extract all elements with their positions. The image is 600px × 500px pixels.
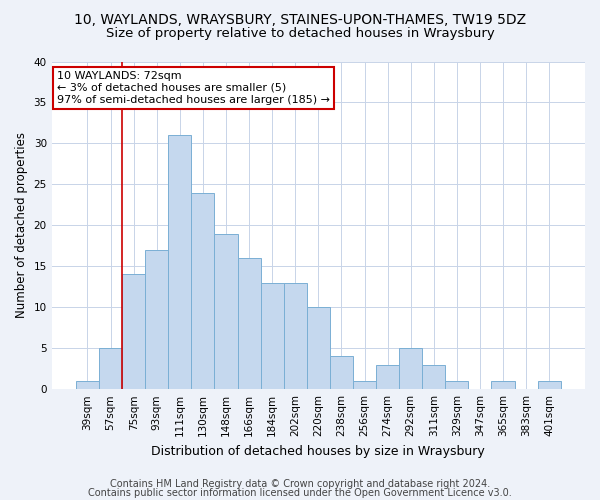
Bar — [445, 381, 469, 389]
X-axis label: Distribution of detached houses by size in Wraysbury: Distribution of detached houses by size … — [151, 444, 485, 458]
Bar — [399, 348, 422, 389]
Bar — [238, 258, 260, 389]
Bar — [191, 192, 214, 389]
Bar — [122, 274, 145, 389]
Bar — [353, 381, 376, 389]
Bar — [330, 356, 353, 389]
Y-axis label: Number of detached properties: Number of detached properties — [15, 132, 28, 318]
Bar — [376, 364, 399, 389]
Text: 10 WAYLANDS: 72sqm
← 3% of detached houses are smaller (5)
97% of semi-detached : 10 WAYLANDS: 72sqm ← 3% of detached hous… — [57, 72, 330, 104]
Text: Contains public sector information licensed under the Open Government Licence v3: Contains public sector information licen… — [88, 488, 512, 498]
Text: Size of property relative to detached houses in Wraysbury: Size of property relative to detached ho… — [106, 28, 494, 40]
Bar — [214, 234, 238, 389]
Bar — [260, 282, 284, 389]
Bar — [284, 282, 307, 389]
Bar — [538, 381, 561, 389]
Bar — [145, 250, 168, 389]
Bar — [491, 381, 515, 389]
Bar — [99, 348, 122, 389]
Bar — [76, 381, 99, 389]
Text: 10, WAYLANDS, WRAYSBURY, STAINES-UPON-THAMES, TW19 5DZ: 10, WAYLANDS, WRAYSBURY, STAINES-UPON-TH… — [74, 12, 526, 26]
Bar — [422, 364, 445, 389]
Bar — [168, 135, 191, 389]
Bar — [307, 308, 330, 389]
Text: Contains HM Land Registry data © Crown copyright and database right 2024.: Contains HM Land Registry data © Crown c… — [110, 479, 490, 489]
